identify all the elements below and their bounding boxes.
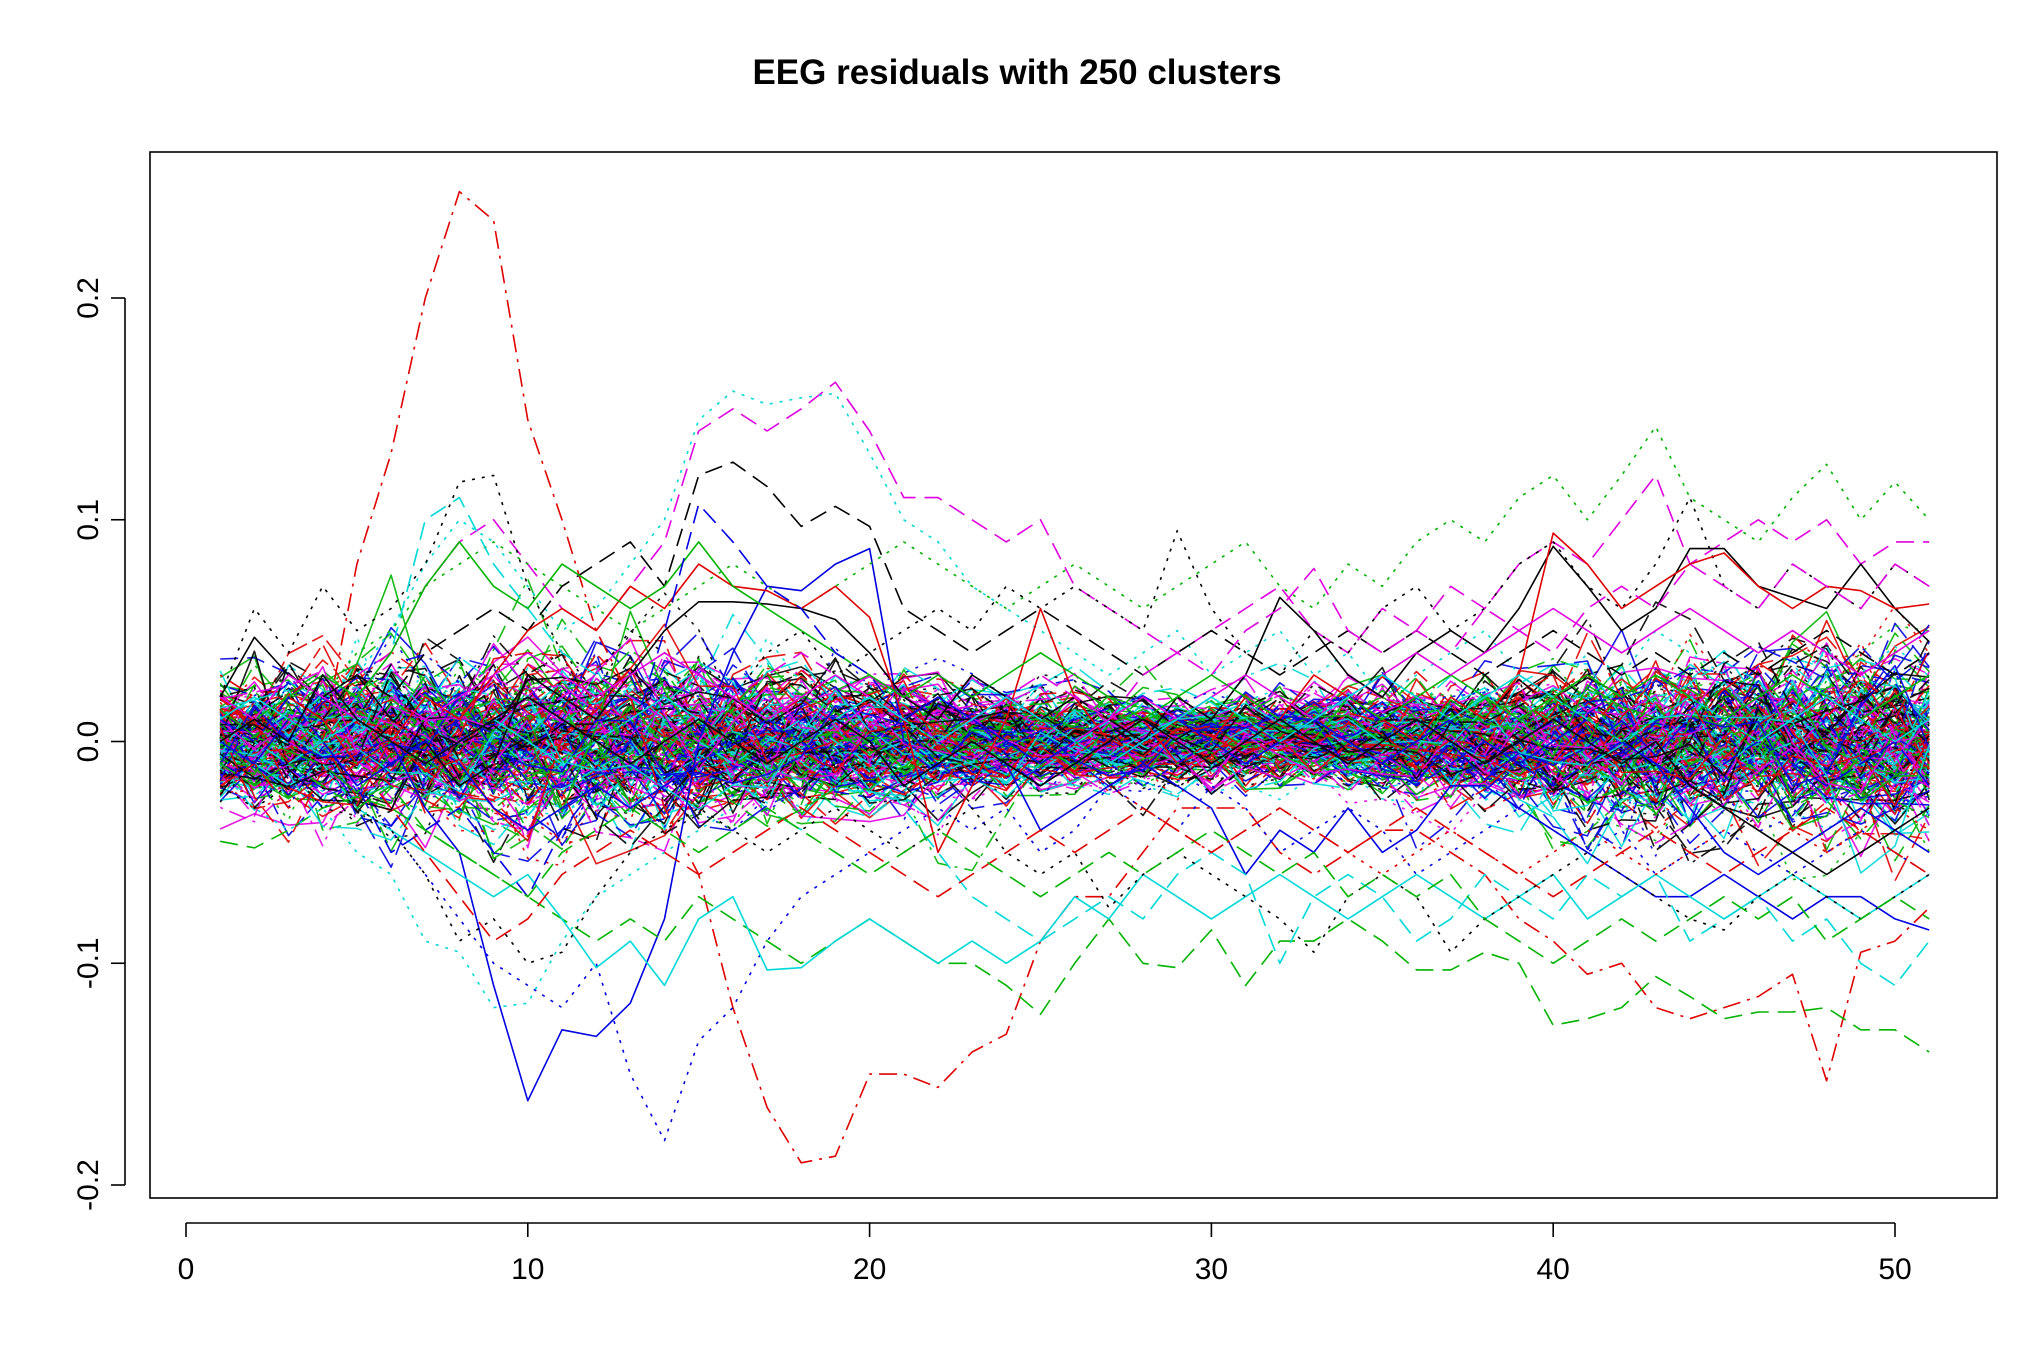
series-line-bg-52: [219, 647, 1930, 792]
y-tick-label: 0.1: [72, 499, 105, 541]
x-tick-label: 50: [1878, 1253, 1911, 1286]
series-line-bg-220: [219, 664, 1930, 787]
series-line-bg-195: [219, 691, 1930, 809]
series-line-bg-211: [220, 682, 1930, 804]
series-line-bg-48: [219, 662, 1930, 804]
series-line-18: [219, 762, 1930, 942]
series-line-bg-206: [219, 631, 1930, 799]
series-line-bg-118: [220, 656, 1930, 799]
series-line-bg-80: [219, 710, 1930, 829]
series-line-bg-108: [219, 683, 1930, 814]
series-line-bg-187: [220, 686, 1930, 832]
series-line-bg-92: [219, 642, 1930, 820]
x-tick-label: 10: [511, 1253, 544, 1286]
series-line-bg-222: [219, 637, 1930, 791]
series-line-4: [220, 796, 1930, 1053]
series-line-12: [219, 740, 1930, 987]
series-line-25: [219, 674, 1930, 876]
series-line-9: [219, 474, 1930, 698]
y-tick-label: -0.2: [72, 1159, 105, 1211]
plot-area-frame: [149, 151, 1998, 1199]
series-line-24: [219, 674, 1930, 765]
x-tick-label: 30: [1195, 1253, 1228, 1286]
series-line-19: [219, 762, 1930, 965]
x-tick-label: 40: [1537, 1253, 1570, 1286]
series-line-bg-215: [219, 644, 1930, 791]
series-line-1: [219, 190, 1930, 1164]
x-tick-label: 0: [178, 1253, 195, 1286]
series-line-bg-164: [219, 673, 1930, 854]
x-axis: 0 10 20 30 40 50: [178, 1222, 1912, 1286]
y-axis: -0.2 -0.1 0.0 0.1 0.2: [72, 277, 126, 1211]
series-line-bg-212: [219, 649, 1930, 810]
series-line-bg-183: [219, 673, 1930, 830]
chart-title: EEG residuals with 250 clusters: [752, 53, 1281, 92]
y-tick-label: 0.2: [72, 277, 105, 319]
series-line-8: [219, 461, 1930, 743]
series-line-bg-218: [219, 623, 1930, 842]
series-line-bg-110: [219, 694, 1930, 801]
x-tick-label: 20: [853, 1253, 886, 1286]
series-line-15: [219, 541, 1930, 743]
y-tick-label: 0.0: [72, 721, 105, 763]
series-line-bg-157: [220, 655, 1930, 816]
series-line-5: [219, 381, 1930, 743]
series-line-bg-190: [219, 641, 1930, 838]
series-line-bg-224: [219, 651, 1930, 810]
series-line-bg-185: [220, 681, 1930, 812]
series-line-bg-191: [219, 659, 1930, 807]
series-line-bg-223: [220, 637, 1930, 780]
series-line-7: [219, 425, 1930, 743]
y-tick-label: -0.1: [72, 937, 105, 989]
series-line-bg-85: [219, 650, 1930, 802]
series-line-14: [219, 563, 1930, 765]
series-line-bg-178: [220, 679, 1930, 806]
series-line-bg-203: [219, 675, 1930, 807]
series-line-bg-124: [219, 635, 1930, 857]
series-line-bg-123: [219, 671, 1930, 830]
series-line-bg-213: [219, 664, 1930, 814]
series-layer: [219, 190, 1930, 1164]
series-line-bg-209: [220, 683, 1930, 841]
series-line-20: [219, 762, 1930, 965]
series-line-bg-192: [219, 687, 1930, 835]
series-line-bg-18: [219, 682, 1930, 836]
series-line-bg-205: [219, 694, 1930, 848]
